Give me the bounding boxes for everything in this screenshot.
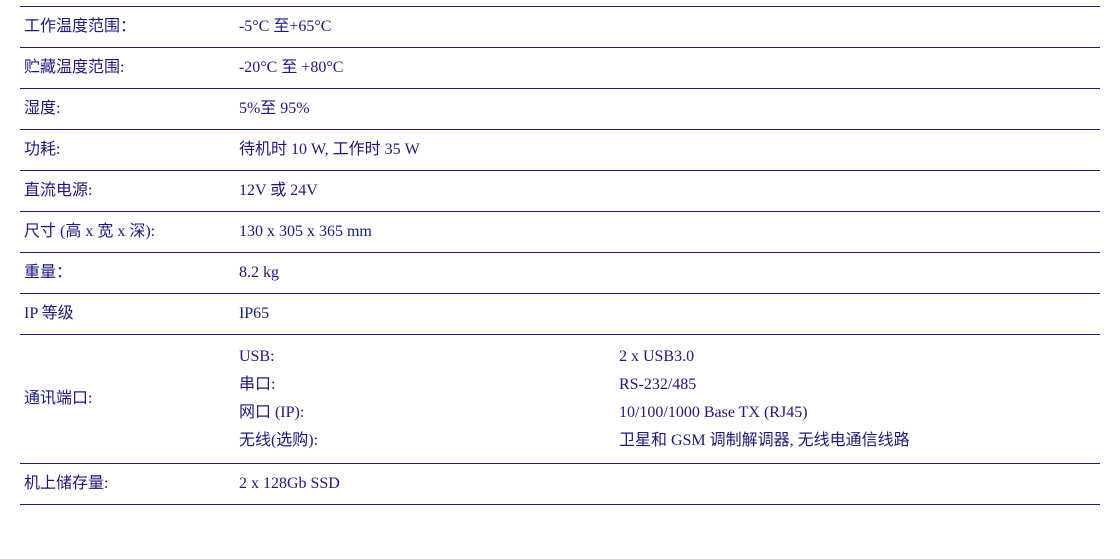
table-row: 重量： 8.2 kg: [20, 253, 1100, 294]
comm-key: 无线(选购):: [239, 427, 619, 455]
table-row: 尺寸 (高 x 宽 x 深): 130 x 305 x 365 mm: [20, 212, 1100, 253]
table-row-comm-ports: 通讯端口: USB: 2 x USB3.0 串口: RS-232/485 网口 …: [20, 335, 1100, 464]
row-value: 12V 或 24V: [235, 171, 1100, 212]
comm-val: 2 x USB3.0: [619, 343, 1096, 371]
row-value: IP65: [235, 294, 1100, 335]
row-value: 待机时 10 W, 工作时 35 W: [235, 130, 1100, 171]
table-row: 功耗: 待机时 10 W, 工作时 35 W: [20, 130, 1100, 171]
row-label: 工作温度范围：: [20, 7, 235, 48]
table-row-storage: 机上储存量: 2 x 128Gb SSD: [20, 464, 1100, 505]
row-label: 贮藏温度范围:: [20, 48, 235, 89]
row-value: 130 x 305 x 365 mm: [235, 212, 1100, 253]
table-row: IP 等级 IP65: [20, 294, 1100, 335]
row-value: 8.2 kg: [235, 253, 1100, 294]
comm-val: 卫星和 GSM 调制解调器, 无线电通信线路: [619, 427, 1096, 455]
row-value: 2 x 128Gb SSD: [235, 464, 1100, 505]
comm-subtable: USB: 2 x USB3.0 串口: RS-232/485 网口 (IP): …: [239, 343, 1096, 455]
row-label: 通讯端口:: [20, 335, 235, 464]
comm-key: 网口 (IP):: [239, 399, 619, 427]
comm-val: RS-232/485: [619, 371, 1096, 399]
table-row: 贮藏温度范围: -20°C 至 +80°C: [20, 48, 1100, 89]
row-value: -5°C 至+65°C: [235, 7, 1100, 48]
table-row: 直流电源: 12V 或 24V: [20, 171, 1100, 212]
row-label: 机上储存量:: [20, 464, 235, 505]
row-label: IP 等级: [20, 294, 235, 335]
table-row: 工作温度范围： -5°C 至+65°C: [20, 7, 1100, 48]
comm-key: 串口:: [239, 371, 619, 399]
spec-table: 工作温度范围： -5°C 至+65°C 贮藏温度范围: -20°C 至 +80°…: [20, 6, 1100, 505]
row-value: -20°C 至 +80°C: [235, 48, 1100, 89]
comm-key: USB:: [239, 343, 619, 371]
comm-val: 10/100/1000 Base TX (RJ45): [619, 399, 1096, 427]
row-label: 直流电源:: [20, 171, 235, 212]
row-label: 湿度:: [20, 89, 235, 130]
row-value: 5%至 95%: [235, 89, 1100, 130]
row-label: 重量：: [20, 253, 235, 294]
table-row: 湿度: 5%至 95%: [20, 89, 1100, 130]
row-label: 尺寸 (高 x 宽 x 深):: [20, 212, 235, 253]
row-label: 功耗:: [20, 130, 235, 171]
row-value: USB: 2 x USB3.0 串口: RS-232/485 网口 (IP): …: [235, 335, 1100, 464]
